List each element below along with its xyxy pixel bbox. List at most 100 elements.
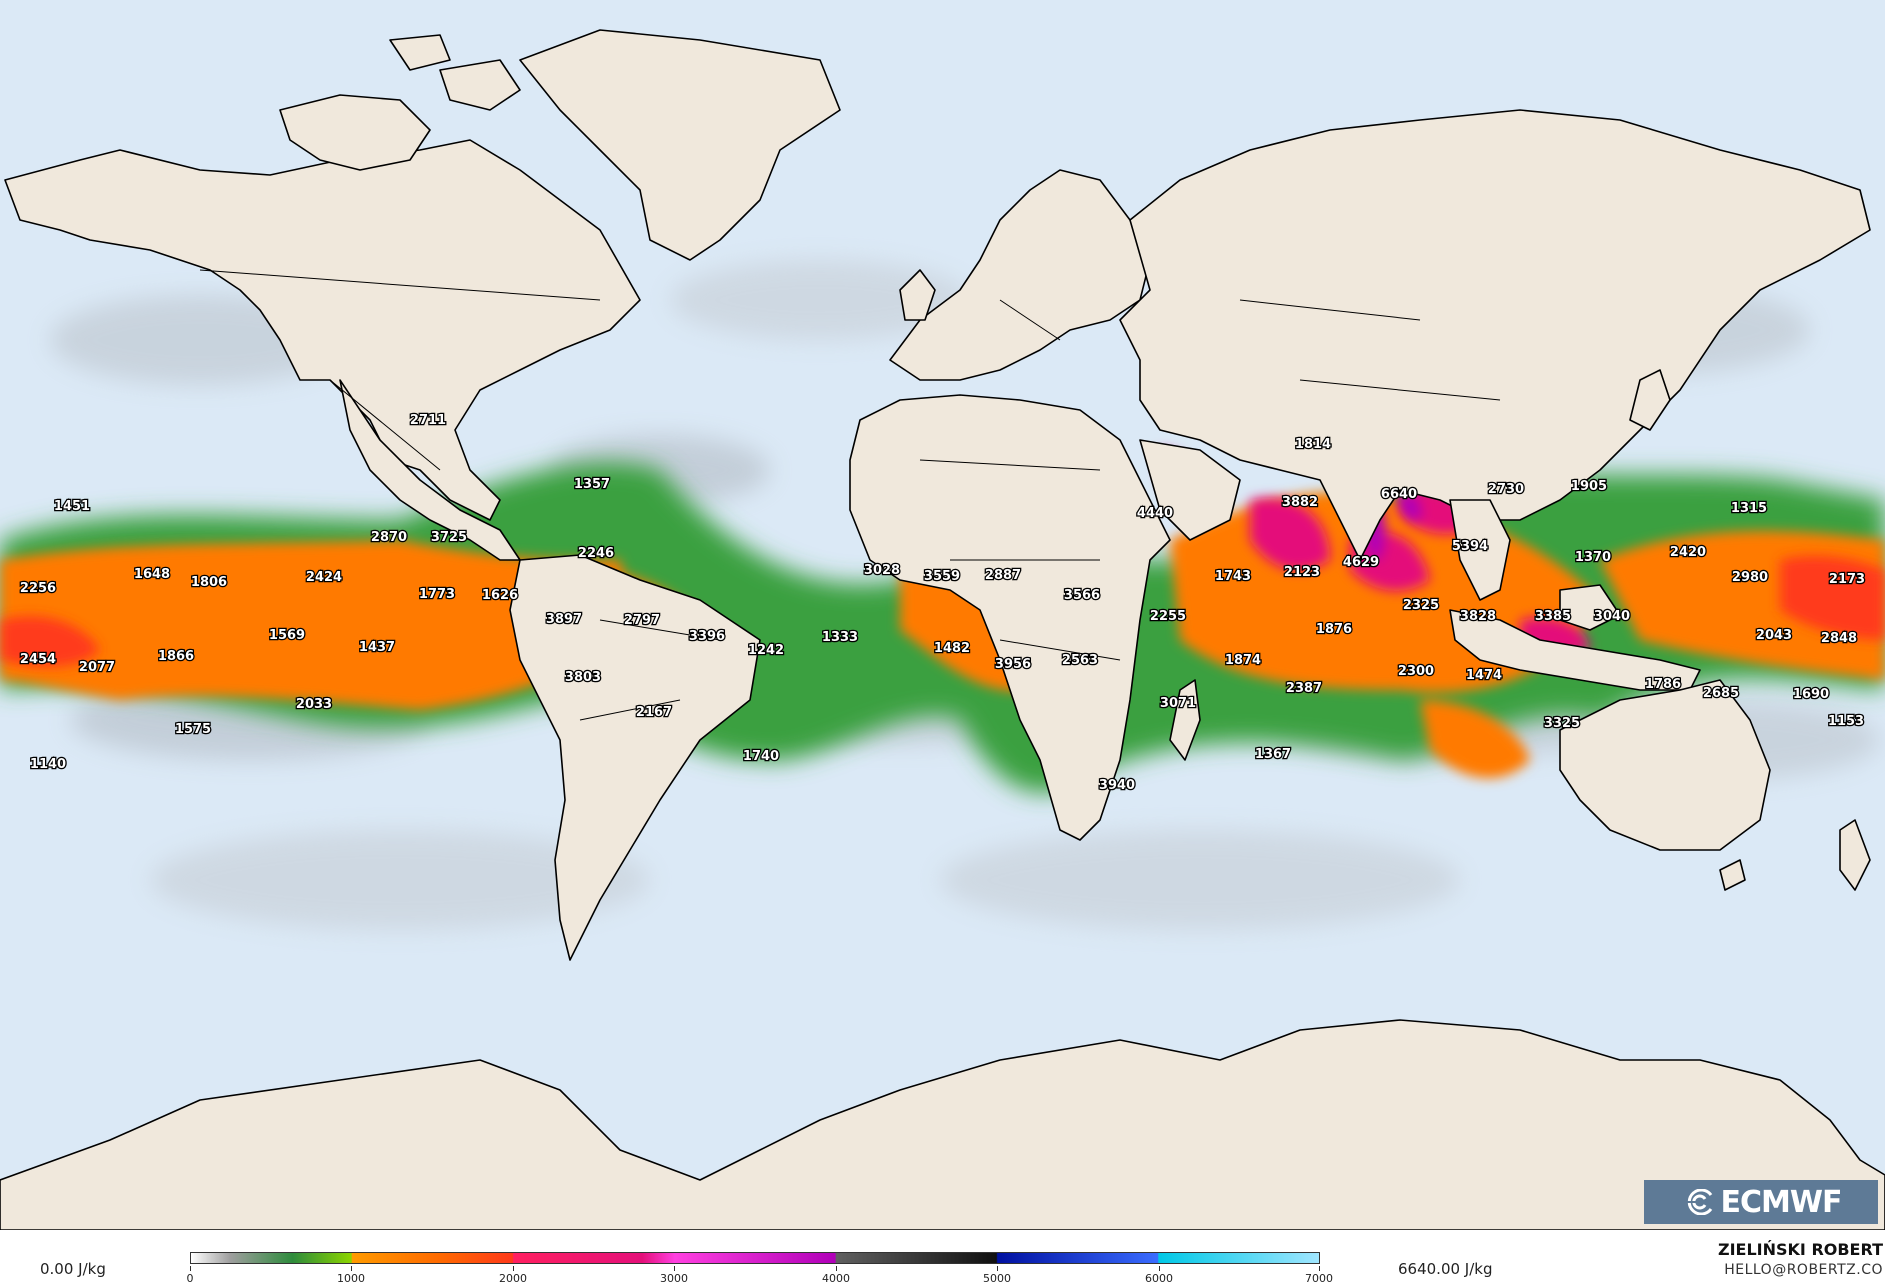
map-value-label: 1333 <box>822 630 858 645</box>
map-value-label: 3828 <box>1460 609 1496 624</box>
british-isles <box>899 269 936 321</box>
map-value-label: 2043 <box>1756 628 1792 643</box>
colorbar <box>190 1252 1320 1264</box>
africa <box>849 394 1171 841</box>
map-value-label: 3803 <box>565 670 601 685</box>
map-value-label: 2300 <box>1398 664 1434 679</box>
cape-map: 1451 2711 1357 2870 3725 2246 2256 1648 … <box>0 0 1885 1230</box>
map-value-label: 2077 <box>79 660 115 675</box>
map-value-label: 3325 <box>1544 716 1580 731</box>
map-value-label: 2887 <box>985 568 1021 583</box>
map-value-label: 2255 <box>1150 609 1186 624</box>
map-value-label: 1786 <box>1645 677 1681 692</box>
map-value-label: 2424 <box>306 570 342 585</box>
land <box>0 29 1885 1230</box>
colorbar-tick-label: 7000 <box>1305 1272 1333 1285</box>
colorbar-tick-label: 4000 <box>822 1272 850 1285</box>
map-value-label: 3566 <box>1064 588 1100 603</box>
map-value-label: 2256 <box>20 581 56 596</box>
map-value-label: 1648 <box>134 567 170 582</box>
australia <box>1559 679 1771 851</box>
map-value-label: 3559 <box>924 569 960 584</box>
map-value-label: 2454 <box>20 652 56 667</box>
arabian-peninsula <box>1139 439 1241 541</box>
madagascar <box>1169 679 1201 761</box>
colorbar-tick-label: 3000 <box>660 1272 688 1285</box>
map-value-label: 1474 <box>1466 668 1502 683</box>
map-value-label: 2033 <box>296 697 332 712</box>
map-value-label: 3882 <box>1282 495 1318 510</box>
japan <box>1629 369 1671 431</box>
map-value-label: 1905 <box>1571 479 1607 494</box>
map-value-label: 2848 <box>1821 631 1857 646</box>
ecmwf-emblem-icon <box>1682 1189 1713 1215</box>
map-value-label: 2246 <box>578 546 614 561</box>
map-value-label: 1140 <box>30 757 66 772</box>
map-value-label: 1690 <box>1793 687 1829 702</box>
colorbar-max-label: 6640.00 J/kg <box>1398 1260 1493 1278</box>
greenland <box>519 29 841 261</box>
map-value-label: 1482 <box>934 641 970 656</box>
map-value-label: 6640 <box>1381 487 1417 502</box>
map-value-label: 3940 <box>1099 778 1135 793</box>
colorbar-tick <box>1319 1266 1320 1271</box>
colorbar-tick <box>836 1266 837 1271</box>
map-value-label: 2870 <box>371 530 407 545</box>
map-value-label: 1874 <box>1225 653 1261 668</box>
author-email[interactable]: HELLO@ROBERTZ.CO <box>1724 1262 1883 1278</box>
map-value-label: 1569 <box>269 628 305 643</box>
map-value-label: 2980 <box>1732 570 1768 585</box>
new-zealand <box>1839 819 1871 891</box>
map-value-label: 1773 <box>419 587 455 602</box>
map-value-label: 1806 <box>191 575 227 590</box>
colorbar-tick <box>1159 1266 1160 1271</box>
colorbar-min-label: 0.00 J/kg <box>40 1260 106 1278</box>
map-value-label: 3725 <box>431 530 467 545</box>
map-value-label: 2173 <box>1829 572 1865 587</box>
map-value-label: 2420 <box>1670 545 1706 560</box>
map-value-label: 1626 <box>482 588 518 603</box>
ecmwf-logo: ECMWF <box>1644 1180 1878 1224</box>
map-value-label: 2123 <box>1284 565 1320 580</box>
map-value-label: 2711 <box>410 413 446 428</box>
map-value-label: 1876 <box>1316 622 1352 637</box>
map-value-label: 1437 <box>359 640 395 655</box>
colorbar-tick <box>351 1266 352 1271</box>
map-value-label: 3071 <box>1160 696 1196 711</box>
map-value-label: 2730 <box>1488 482 1524 497</box>
map-value-label: 3897 <box>546 612 582 627</box>
map-value-label: 2387 <box>1286 681 1322 696</box>
colorbar-tick <box>997 1266 998 1271</box>
map-value-label: 1743 <box>1215 569 1251 584</box>
map-value-label: 1814 <box>1295 437 1331 452</box>
colorbar-tick <box>513 1266 514 1271</box>
map-value-label: 2563 <box>1062 653 1098 668</box>
logo-text: ECMWF <box>1720 1184 1843 1220</box>
map-value-label: 2167 <box>636 705 672 720</box>
map-value-label: 3396 <box>689 629 725 644</box>
colorbar-tick-label: 1000 <box>337 1272 365 1285</box>
map-value-label: 1153 <box>1828 714 1864 729</box>
author-name: ZIELIŃSKI ROBERT <box>1717 1240 1883 1259</box>
map-value-label: 4440 <box>1137 506 1173 521</box>
map-value-label: 1370 <box>1575 550 1611 565</box>
map-value-label: 1740 <box>743 749 779 764</box>
colorbar-tick-label: 6000 <box>1145 1272 1173 1285</box>
map-value-label: 1575 <box>175 722 211 737</box>
map-value-label: 1242 <box>748 643 784 658</box>
colorbar-tick-label: 2000 <box>499 1272 527 1285</box>
value-labels: 1451 2711 1357 2870 3725 2246 2256 1648 … <box>19 412 1867 795</box>
map-value-label: 1357 <box>574 477 610 492</box>
map-value-label: 5394 <box>1452 539 1488 554</box>
map-value-label: 1315 <box>1731 501 1767 516</box>
colorbar-tick <box>674 1266 675 1271</box>
map-value-label: 1866 <box>158 649 194 664</box>
map-value-label: 2685 <box>1703 686 1739 701</box>
antarctica <box>0 1019 1885 1230</box>
map-value-label: 2325 <box>1403 598 1439 613</box>
arctic-islands <box>279 94 431 171</box>
map-value-label: 4629 <box>1343 555 1379 570</box>
central-america <box>339 379 521 561</box>
map-value-label: 1367 <box>1255 747 1291 762</box>
map-value-label: 3028 <box>864 563 900 578</box>
